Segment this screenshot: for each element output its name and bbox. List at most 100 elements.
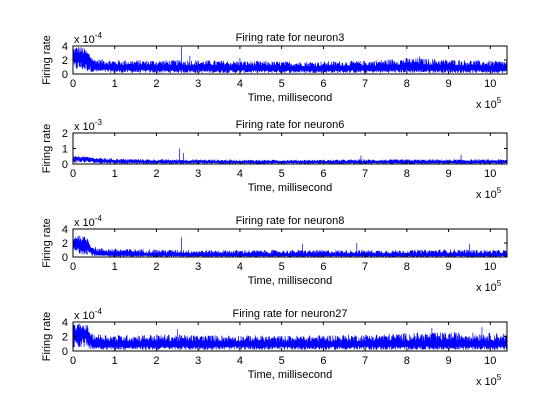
y-tick-label: 2 bbox=[62, 238, 68, 250]
x-tick-label: 6 bbox=[320, 261, 326, 273]
chart-title: Firing rate for neuron6 bbox=[236, 119, 345, 131]
y-tick-label: 0 bbox=[62, 346, 68, 358]
x-tick-label: 8 bbox=[404, 168, 410, 180]
firing-rate-trace bbox=[72, 235, 508, 257]
x-tick-label: 0 bbox=[70, 261, 76, 273]
subplot-2: Firing rate for neuron6 Time, millisecon… bbox=[41, 118, 508, 201]
y-tick-label: 0 bbox=[62, 159, 68, 171]
x-multiplier-exponent: 5 bbox=[497, 96, 502, 105]
x-axis-multiplier: x 105 bbox=[476, 373, 502, 388]
chart-title: Firing rate for neuron27 bbox=[233, 308, 348, 320]
subplot-4: Firing rate for neuron27 Time, milliseco… bbox=[41, 307, 508, 388]
y-axis-label: Firing rate bbox=[41, 35, 53, 85]
x-axis-label: Time, millisecond bbox=[248, 275, 333, 287]
y-tick-label: 2 bbox=[62, 332, 68, 344]
x-tick-label: 0 bbox=[70, 168, 76, 180]
x-tick-label: 7 bbox=[362, 261, 368, 273]
x-multiplier-base: x 10 bbox=[476, 189, 497, 201]
y-tick-label: 4 bbox=[62, 224, 68, 236]
chart-title: Firing rate for neuron8 bbox=[236, 215, 345, 227]
x-axis-multiplier: x 105 bbox=[476, 96, 502, 111]
x-tick-label: 5 bbox=[279, 78, 285, 90]
x-multiplier-base: x 10 bbox=[476, 99, 497, 111]
y-axis-multiplier: x 10-4 bbox=[74, 214, 102, 229]
x-tick-label: 1 bbox=[112, 78, 118, 90]
subplot-3: Firing rate for neuron8 Time, millisecon… bbox=[41, 214, 508, 294]
y-tick-label: 1 bbox=[62, 144, 68, 156]
x-tick-label: 4 bbox=[237, 355, 243, 367]
x-tick-label: 3 bbox=[195, 355, 201, 367]
y-tick-label: 2 bbox=[62, 128, 68, 140]
y-multiplier-base: x 10 bbox=[74, 34, 95, 46]
x-tick-label: 3 bbox=[195, 261, 201, 273]
y-tick-label: 0 bbox=[62, 252, 68, 264]
x-multiplier-exponent: 5 bbox=[497, 186, 502, 195]
y-axis-label: Firing rate bbox=[41, 312, 53, 362]
x-tick-label: 9 bbox=[446, 355, 452, 367]
x-tick-label: 1 bbox=[112, 261, 118, 273]
x-axis-label: Time, millisecond bbox=[248, 92, 333, 104]
y-tick-label: 4 bbox=[62, 317, 68, 329]
x-tick-label: 7 bbox=[362, 168, 368, 180]
x-tick-label: 3 bbox=[195, 168, 201, 180]
y-tick-label: 4 bbox=[62, 41, 68, 53]
x-tick-label: 1 bbox=[112, 168, 118, 180]
x-tick-label: 10 bbox=[484, 78, 496, 90]
x-tick-label: 5 bbox=[279, 355, 285, 367]
x-tick-label: 2 bbox=[153, 261, 159, 273]
y-tick-label: 0 bbox=[62, 69, 68, 81]
x-tick-label: 7 bbox=[362, 78, 368, 90]
x-tick-label: 10 bbox=[484, 168, 496, 180]
plot-area bbox=[72, 45, 508, 75]
x-multiplier-exponent: 5 bbox=[497, 373, 502, 382]
y-multiplier-base: x 10 bbox=[74, 121, 95, 133]
y-multiplier-exponent: -4 bbox=[95, 307, 103, 316]
x-axis-label: Time, millisecond bbox=[248, 369, 333, 381]
x-tick-label: 8 bbox=[404, 355, 410, 367]
x-tick-label: 2 bbox=[153, 78, 159, 90]
y-axis-multiplier: x 10-4 bbox=[74, 31, 102, 46]
subplot-1: Firing rate for neuron3 Time, millisecon… bbox=[41, 31, 508, 111]
x-tick-label: 2 bbox=[153, 355, 159, 367]
x-tick-label: 8 bbox=[404, 78, 410, 90]
plot-area bbox=[72, 321, 508, 352]
x-multiplier-base: x 10 bbox=[476, 282, 497, 294]
x-tick-label: 6 bbox=[320, 168, 326, 180]
x-axis-multiplier: x 105 bbox=[476, 279, 502, 294]
y-multiplier-exponent: -4 bbox=[95, 214, 103, 223]
x-tick-label: 0 bbox=[70, 78, 76, 90]
chart-title: Firing rate for neuron3 bbox=[236, 32, 345, 44]
y-multiplier-exponent: -3 bbox=[95, 118, 103, 127]
firing-rate-trace bbox=[72, 46, 508, 74]
x-tick-label: 5 bbox=[279, 168, 285, 180]
x-tick-label: 9 bbox=[446, 261, 452, 273]
x-multiplier-base: x 10 bbox=[476, 376, 497, 388]
x-tick-label: 4 bbox=[237, 78, 243, 90]
x-multiplier-exponent: 5 bbox=[497, 279, 502, 288]
y-axis-multiplier: x 10-3 bbox=[74, 118, 102, 133]
x-tick-label: 10 bbox=[484, 261, 496, 273]
x-tick-label: 8 bbox=[404, 261, 410, 273]
x-tick-label: 10 bbox=[484, 355, 496, 367]
x-tick-label: 1 bbox=[112, 355, 118, 367]
firing-rate-trace bbox=[72, 323, 508, 350]
y-multiplier-base: x 10 bbox=[74, 217, 95, 229]
firing-rate-trace bbox=[72, 148, 508, 164]
x-tick-label: 2 bbox=[153, 168, 159, 180]
y-multiplier-exponent: -4 bbox=[95, 31, 103, 40]
y-tick-label: 2 bbox=[62, 55, 68, 67]
x-tick-label: 5 bbox=[279, 261, 285, 273]
x-tick-label: 6 bbox=[320, 78, 326, 90]
x-tick-label: 0 bbox=[70, 355, 76, 367]
y-axis-multiplier: x 10-4 bbox=[74, 307, 102, 322]
x-axis-multiplier: x 105 bbox=[476, 186, 502, 201]
y-axis-label: Firing rate bbox=[41, 218, 53, 268]
y-multiplier-base: x 10 bbox=[74, 310, 95, 322]
plot-area bbox=[72, 228, 508, 258]
x-tick-label: 9 bbox=[446, 78, 452, 90]
x-tick-label: 7 bbox=[362, 355, 368, 367]
plot-area bbox=[72, 132, 508, 165]
x-tick-label: 4 bbox=[237, 261, 243, 273]
x-tick-label: 4 bbox=[237, 168, 243, 180]
